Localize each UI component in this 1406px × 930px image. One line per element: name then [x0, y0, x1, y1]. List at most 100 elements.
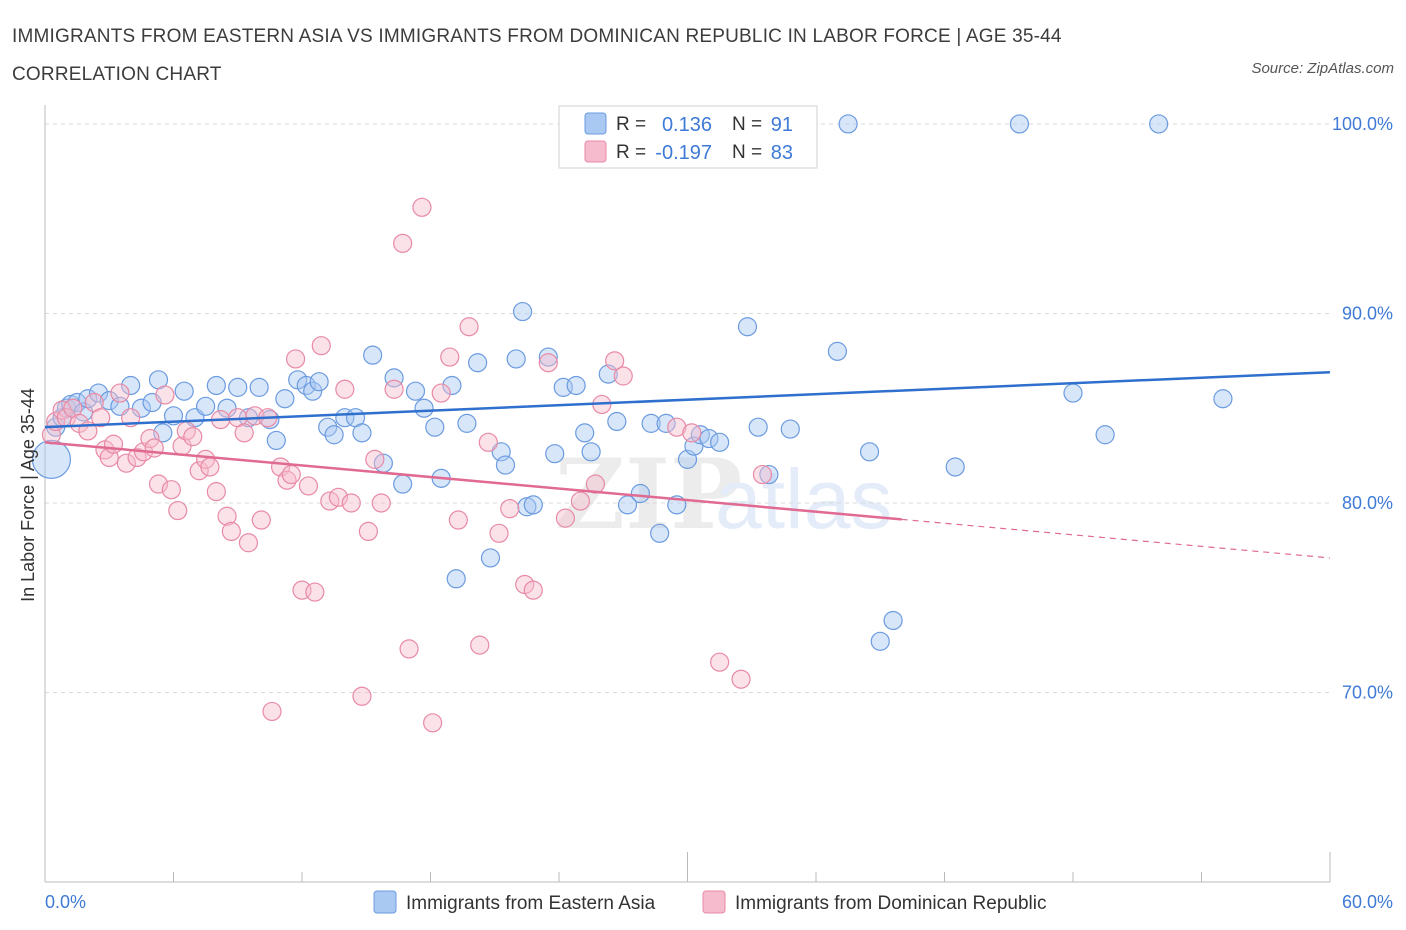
point-dominican-80	[710, 652, 730, 672]
point-eastern-asia-37	[363, 345, 383, 365]
point-eastern-asia-86	[1009, 114, 1030, 134]
point-dominican-21	[161, 480, 181, 500]
point-eastern-asia-8	[88, 383, 109, 403]
point-eastern-asia-32	[318, 417, 338, 437]
point-eastern-asia-63	[607, 411, 627, 432]
point-dominican-63	[448, 510, 468, 530]
point-dominican-71	[538, 353, 558, 373]
bottom-legend: Immigrants from Eastern Asia Immigrants …	[373, 890, 1047, 914]
point-eastern-asia-77	[748, 417, 768, 437]
point-eastern-asia-30	[303, 381, 323, 401]
chart-title: IMMIGRANTS FROM EASTERN ASIA VS IMMIGRAN…	[12, 26, 1062, 85]
point-eastern-asia-68	[656, 413, 676, 433]
series-eastern-asia-points	[31, 114, 1233, 651]
point-dominican-26	[189, 461, 209, 481]
point-dominican-73	[570, 491, 591, 511]
point-eastern-asia-84	[883, 610, 903, 631]
point-dominican-76	[605, 351, 625, 371]
legend-swatch-blue	[584, 112, 607, 135]
y-tick-label-90: 90.0%	[1342, 303, 1393, 323]
legend-n-label-pink: N =	[732, 142, 762, 163]
x-tick-label-left: 0.0%	[45, 892, 86, 912]
point-eastern-asia-57	[545, 444, 565, 464]
point-eastern-asia-41	[405, 381, 426, 401]
point-eastern-asia-53	[512, 301, 533, 322]
point-dominican-37	[251, 510, 271, 530]
point-dominican-54	[365, 449, 385, 469]
bottom-legend-label-pink: Immigrants from Dominican Republic	[735, 893, 1047, 914]
point-eastern-asia-33	[324, 425, 344, 445]
point-eastern-asia-48	[468, 353, 488, 373]
x-tick-label-right: 60.0%	[1342, 892, 1393, 912]
point-eastern-asia-31	[309, 372, 329, 392]
bottom-legend-swatch-pink	[702, 890, 726, 914]
point-dominican-81	[731, 669, 751, 689]
point-dominican-77	[613, 366, 633, 386]
point-eastern-asia-65	[630, 483, 650, 504]
point-eastern-asia-40	[393, 474, 413, 494]
point-eastern-asia-52	[506, 349, 526, 369]
point-dominican-35	[238, 533, 259, 553]
point-dominican-65	[470, 635, 490, 655]
point-dominican-12	[110, 383, 130, 403]
bottom-legend-label-blue: Immigrants from Eastern Asia	[406, 893, 656, 914]
point-dominican-72	[555, 508, 576, 528]
point-dominican-13	[116, 453, 136, 473]
point-eastern-asia-90	[1213, 389, 1233, 409]
point-eastern-asia-74	[710, 432, 730, 452]
point-eastern-asia-12	[131, 398, 151, 418]
point-dominican-42	[281, 464, 301, 485]
watermark: ZIP atlas	[555, 438, 892, 551]
point-eastern-asia-76	[737, 317, 758, 337]
point-eastern-asia-79	[780, 419, 800, 439]
point-dominican-78	[667, 417, 687, 437]
point-eastern-asia-59	[566, 375, 586, 396]
point-eastern-asia-11	[121, 375, 141, 396]
trend-line-dominican-solid	[44, 441, 902, 521]
point-dominican-18	[144, 438, 164, 458]
y-tick-label-80: 80.0%	[1342, 493, 1393, 513]
trend-line-dominican-dashed	[901, 518, 1331, 559]
point-eastern-asia-49	[480, 548, 501, 568]
point-eastern-asia-56	[538, 347, 558, 367]
series-dominican-points	[41, 197, 773, 733]
point-dominican-66	[478, 432, 498, 452]
point-eastern-asia-0	[31, 439, 72, 479]
point-eastern-asia-87	[1063, 383, 1083, 403]
point-dominican-34	[234, 423, 254, 443]
point-eastern-asia-88	[1095, 425, 1115, 445]
point-dominican-46	[305, 582, 325, 602]
legend-r-value-pink: -0.197	[655, 142, 712, 164]
point-dominican-61	[431, 383, 451, 403]
point-dominican-45	[298, 476, 319, 496]
point-dominican-47	[311, 336, 331, 356]
point-dominican-17	[140, 428, 160, 449]
point-eastern-asia-67	[650, 523, 670, 543]
point-eastern-asia-36	[352, 423, 372, 443]
point-dominican-55	[371, 493, 391, 513]
point-eastern-asia-46	[446, 569, 466, 589]
point-eastern-asia-61	[581, 442, 601, 462]
point-eastern-asia-22	[228, 377, 248, 397]
point-dominican-59	[412, 197, 432, 217]
point-dominican-52	[352, 686, 372, 706]
point-dominican-43	[285, 349, 306, 369]
y-tick-label-100: 100.0%	[1332, 114, 1393, 134]
point-dominican-57	[393, 233, 413, 253]
point-eastern-asia-26	[266, 430, 286, 451]
point-eastern-asia-83	[870, 631, 890, 651]
legend-n-label-blue: N =	[732, 114, 762, 135]
point-eastern-asia-9	[99, 391, 119, 411]
y-tick-labels: 70.0% 80.0% 90.0% 100.0%	[1332, 114, 1393, 703]
point-dominican-20	[155, 385, 175, 405]
point-eastern-asia-19	[196, 396, 216, 416]
point-eastern-asia-42	[414, 398, 434, 418]
source-label: Source: ZipAtlas.com	[1251, 60, 1394, 77]
point-eastern-asia-73	[699, 428, 719, 449]
point-dominican-31	[217, 506, 237, 526]
trend-line-eastern-asia	[44, 370, 1331, 429]
point-eastern-asia-45	[442, 375, 462, 396]
axes	[44, 105, 1331, 883]
legend-r-label-pink: R =	[616, 142, 646, 163]
